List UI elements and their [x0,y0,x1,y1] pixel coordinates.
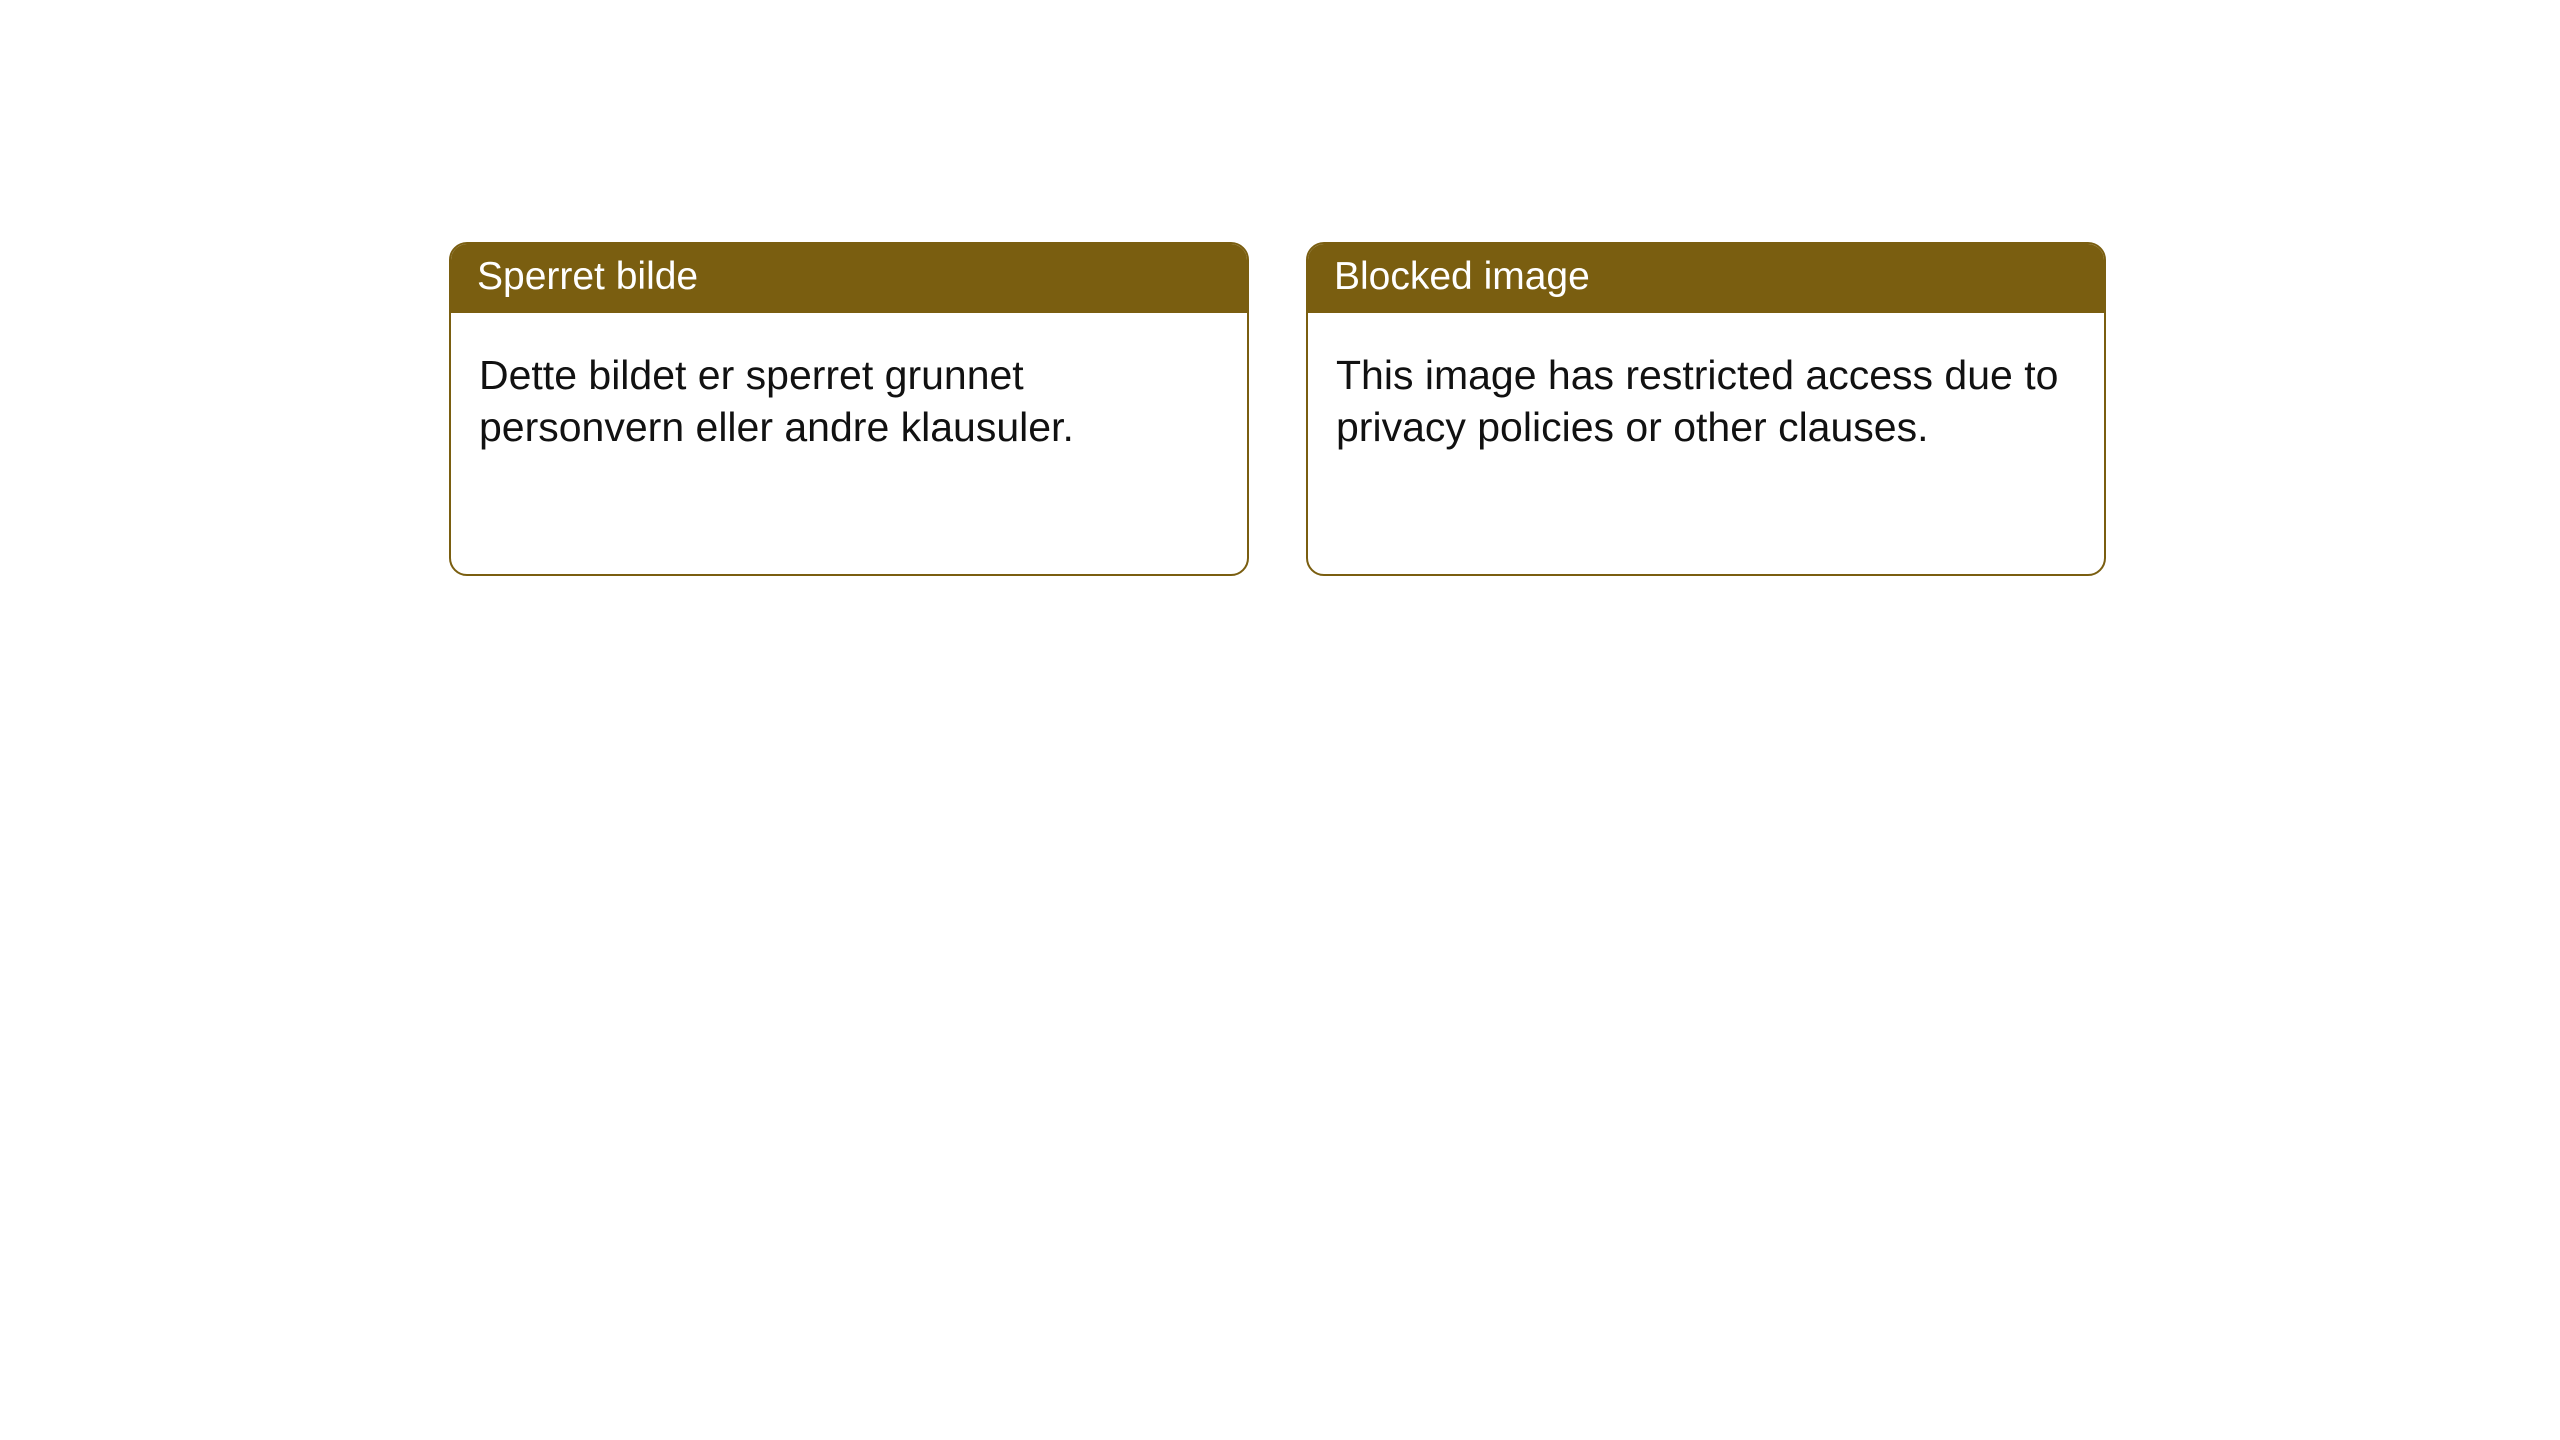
notice-card-title: Sperret bilde [477,255,698,298]
notice-card-english: Blocked image This image has restricted … [1306,242,2106,576]
notice-card-message: Dette bildet er sperret grunnet personve… [479,352,1074,450]
notice-card-body: This image has restricted access due to … [1308,313,2104,482]
notice-card-body: Dette bildet er sperret grunnet personve… [451,313,1247,482]
notice-card-title: Blocked image [1334,255,1590,298]
notice-card-norwegian: Sperret bilde Dette bildet er sperret gr… [449,242,1249,576]
notice-card-header: Blocked image [1308,244,2104,313]
notice-cards-container: Sperret bilde Dette bildet er sperret gr… [449,242,2106,576]
notice-card-header: Sperret bilde [451,244,1247,313]
notice-card-message: This image has restricted access due to … [1336,352,2058,450]
